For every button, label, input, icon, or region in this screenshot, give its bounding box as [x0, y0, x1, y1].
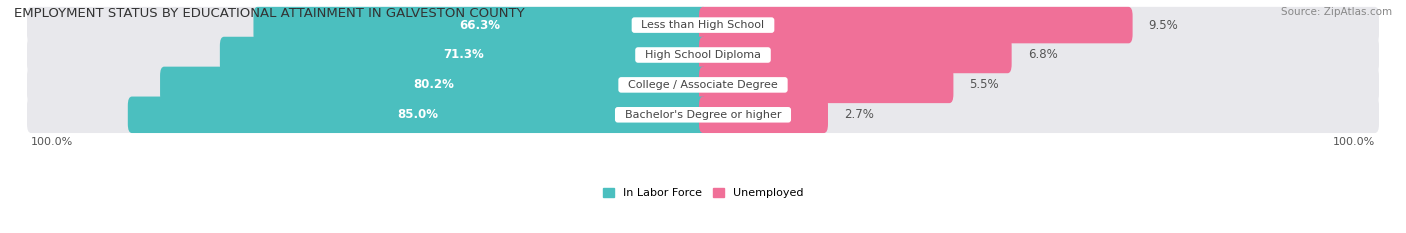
- FancyBboxPatch shape: [27, 96, 1379, 133]
- FancyBboxPatch shape: [699, 37, 1012, 73]
- Text: Source: ZipAtlas.com: Source: ZipAtlas.com: [1281, 7, 1392, 17]
- Text: 9.5%: 9.5%: [1149, 19, 1178, 32]
- Text: 100.0%: 100.0%: [31, 137, 73, 147]
- FancyBboxPatch shape: [699, 7, 1133, 43]
- Text: 66.3%: 66.3%: [460, 19, 501, 32]
- Text: 85.0%: 85.0%: [396, 108, 437, 121]
- Text: 100.0%: 100.0%: [1333, 137, 1375, 147]
- FancyBboxPatch shape: [27, 67, 1379, 103]
- Text: High School Diploma: High School Diploma: [638, 50, 768, 60]
- FancyBboxPatch shape: [253, 7, 707, 43]
- Text: Bachelor's Degree or higher: Bachelor's Degree or higher: [617, 110, 789, 120]
- FancyBboxPatch shape: [128, 96, 707, 133]
- FancyBboxPatch shape: [699, 67, 953, 103]
- Text: 2.7%: 2.7%: [844, 108, 875, 121]
- Legend: In Labor Force, Unemployed: In Labor Force, Unemployed: [598, 183, 808, 202]
- Text: 5.5%: 5.5%: [970, 78, 1000, 91]
- FancyBboxPatch shape: [219, 37, 707, 73]
- FancyBboxPatch shape: [699, 96, 828, 133]
- Text: Less than High School: Less than High School: [634, 20, 772, 30]
- Text: College / Associate Degree: College / Associate Degree: [621, 80, 785, 90]
- Text: 6.8%: 6.8%: [1028, 48, 1057, 62]
- Text: 80.2%: 80.2%: [413, 78, 454, 91]
- FancyBboxPatch shape: [160, 67, 707, 103]
- FancyBboxPatch shape: [27, 7, 1379, 43]
- FancyBboxPatch shape: [27, 37, 1379, 73]
- Text: EMPLOYMENT STATUS BY EDUCATIONAL ATTAINMENT IN GALVESTON COUNTY: EMPLOYMENT STATUS BY EDUCATIONAL ATTAINM…: [14, 7, 524, 20]
- Text: 71.3%: 71.3%: [443, 48, 484, 62]
